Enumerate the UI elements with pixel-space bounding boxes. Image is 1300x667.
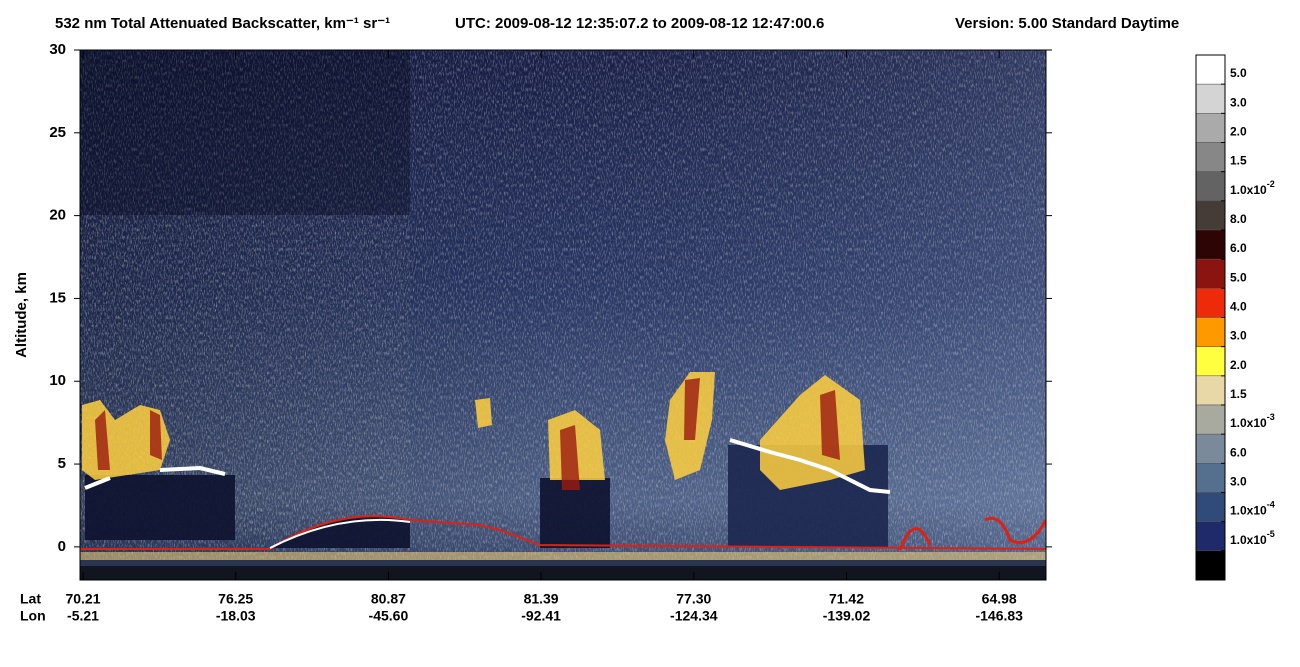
colorbar-label: 1.0x10-3 — [1230, 413, 1275, 431]
colorbar-label-text: 6.0 — [1230, 241, 1247, 255]
colorbar-label: 2.0 — [1230, 358, 1247, 372]
x-tick-label: 76.25 — [218, 591, 253, 607]
colorbar-label: 5.0 — [1230, 271, 1247, 285]
y-tick-label: 20 — [49, 207, 66, 224]
colorbar-label: 6.0 — [1230, 241, 1247, 255]
colorbar-swatch — [1195, 433, 1226, 464]
x-tick-label: 77.30 — [676, 591, 711, 607]
colorbar-label: 3.0 — [1230, 329, 1247, 343]
colorbar-label: 1.5 — [1230, 387, 1247, 401]
colorbar-label-text: 2.0 — [1230, 358, 1247, 372]
colorbar-label-text: 8.0 — [1230, 212, 1247, 226]
x-tick-label: 70.21 — [65, 591, 100, 607]
x-tick-label: 71.42 — [829, 591, 864, 607]
colorbar-swatch — [1195, 258, 1226, 289]
colorbar-label: 5.0 — [1230, 66, 1247, 80]
colorbar-swatch — [1195, 229, 1226, 260]
colorbar-swatch — [1195, 142, 1226, 172]
colorbar-label: 3.0 — [1230, 96, 1247, 110]
colorbar-label: 1.0x10-5 — [1230, 529, 1275, 547]
colorbar-label: 8.0 — [1230, 212, 1247, 226]
x-tick-label: 64.98 — [982, 591, 1017, 607]
colorbar-swatch — [1195, 375, 1226, 406]
colorbar-swatch — [1195, 200, 1226, 231]
colorbar-label-exponent: -2 — [1267, 179, 1275, 189]
colorbar-swatch — [1195, 54, 1226, 85]
x-tick-label: -146.83 — [975, 608, 1023, 624]
colorbar-label-text: 6.0 — [1230, 446, 1247, 460]
colorbar-swatch — [1195, 521, 1226, 552]
colorbar-label-exponent: -5 — [1267, 529, 1275, 539]
colorbar-label: 6.0 — [1230, 446, 1247, 460]
colorbar-label: 1.5 — [1230, 154, 1247, 168]
colorbar-label-text: 3.0 — [1230, 475, 1247, 489]
plot-frame — [79, 49, 1047, 581]
colorbar-swatch — [1195, 463, 1226, 493]
colorbar-label-text: 3.0 — [1230, 96, 1247, 110]
x-row-name: Lon — [20, 608, 46, 624]
colorbar-label-text: 1.0x10 — [1230, 504, 1267, 518]
colorbar-swatch — [1195, 83, 1226, 114]
colorbar-swatch — [1195, 404, 1226, 435]
colorbar-label-text: 4.0 — [1230, 300, 1247, 314]
x-tick-label: -45.60 — [369, 608, 409, 624]
colorbar-label: 4.0 — [1230, 300, 1247, 314]
colorbar-label-exponent: -3 — [1267, 413, 1275, 423]
y-tick-label: 30 — [49, 41, 66, 58]
chart-subtitle: UTC: 2009-08-12 12:35:07.2 to 2009-08-12… — [455, 15, 824, 32]
colorbar-label-text: 2.0 — [1230, 125, 1247, 139]
colorbar-label-text: 5.0 — [1230, 271, 1247, 285]
x-tick-label: -5.21 — [67, 608, 99, 624]
x-tick-label: 81.39 — [524, 591, 559, 607]
y-tick-label: 25 — [49, 124, 66, 141]
x-tick-label: 80.87 — [371, 591, 406, 607]
colorbar-label: 1.0x10-2 — [1230, 179, 1275, 197]
x-tick-label: -139.02 — [823, 608, 871, 624]
x-tick-label: -18.03 — [216, 608, 256, 624]
colorbar-swatch — [1195, 317, 1226, 347]
colorbar-label-exponent: -4 — [1267, 500, 1275, 510]
x-tick-label: -124.34 — [670, 608, 718, 624]
colorbar-swatch — [1195, 346, 1226, 377]
y-tick-label: 15 — [49, 289, 66, 306]
chart-title: 532 nm Total Attenuated Backscatter, km⁻… — [55, 15, 390, 32]
colorbar-label-text: 1.5 — [1230, 387, 1247, 401]
colorbar-label: 3.0 — [1230, 475, 1247, 489]
version-label: Version: 5.00 Standard Daytime — [955, 15, 1179, 32]
colorbar-label-text: 1.0x10 — [1230, 533, 1267, 547]
colorbar-label: 1.0x10-4 — [1230, 500, 1275, 518]
colorbar-swatch — [1195, 288, 1226, 318]
colorbar-swatch — [1195, 492, 1226, 522]
backscatter-image — [80, 50, 1046, 580]
colorbar-label-text: 1.5 — [1230, 154, 1247, 168]
y-tick-label: 5 — [58, 455, 66, 472]
colorbar-label-text: 5.0 — [1230, 66, 1247, 80]
colorbar-label-text: 3.0 — [1230, 329, 1247, 343]
colorbar-swatch — [1195, 113, 1226, 143]
colorbar-swatch — [1195, 550, 1226, 581]
x-row-name: Lat — [20, 591, 41, 607]
colorbar-label-text: 1.0x10 — [1230, 416, 1267, 430]
y-tick-label: 0 — [58, 538, 66, 555]
colorbar-label: 2.0 — [1230, 125, 1247, 139]
colorbar-swatch — [1195, 171, 1226, 202]
y-tick-label: 10 — [49, 372, 66, 389]
y-axis-label: Altitude, km — [13, 272, 30, 358]
colorbar-label-text: 1.0x10 — [1230, 183, 1267, 197]
x-tick-label: -92.41 — [521, 608, 561, 624]
